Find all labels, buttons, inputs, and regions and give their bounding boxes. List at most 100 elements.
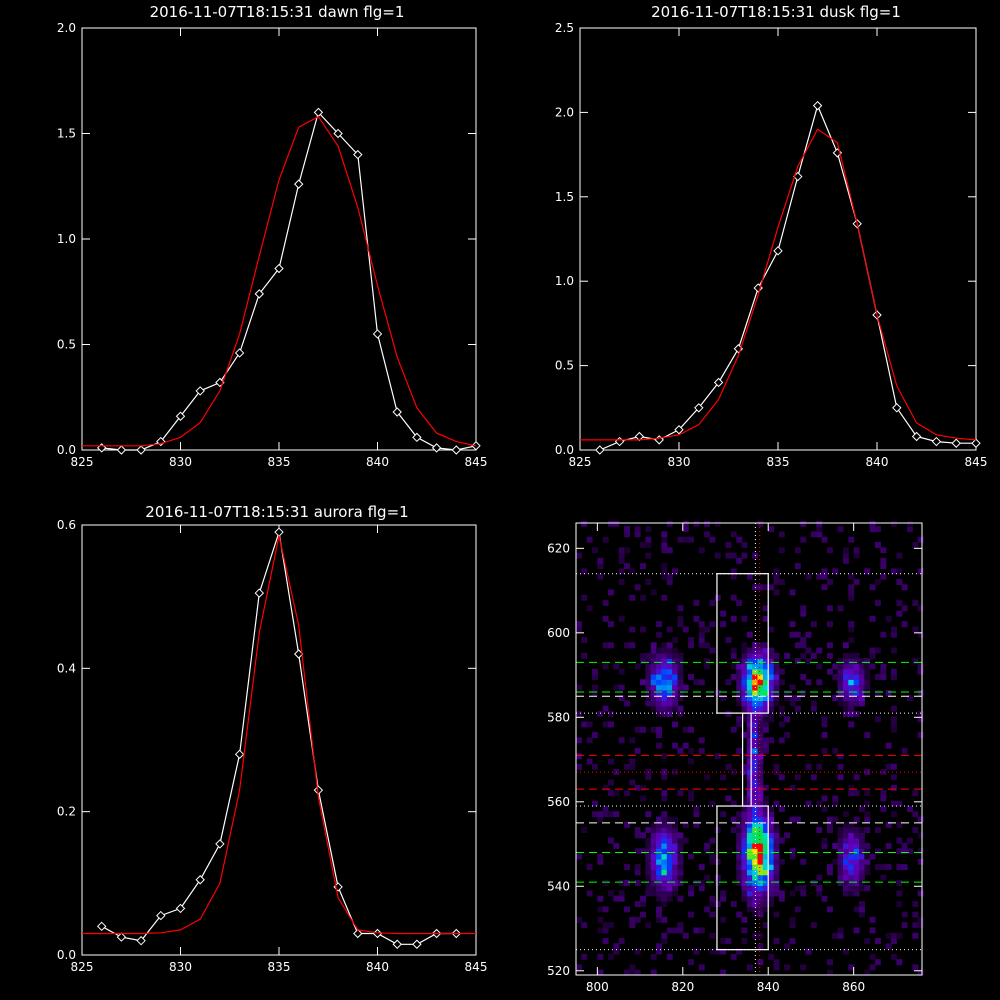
image-pixel: [843, 689, 849, 696]
image-pixel: [693, 880, 700, 886]
image-pixel: [821, 732, 828, 738]
image-pixel: [656, 885, 662, 892]
image-pixel: [891, 520, 897, 527]
image-pixel: [618, 890, 625, 897]
image-pixel: [757, 753, 764, 760]
image-pixel: [752, 758, 759, 765]
image-pixel: [746, 800, 753, 807]
image-pixel: [827, 547, 833, 554]
image-pixel: [880, 806, 887, 812]
image-pixel: [762, 906, 769, 913]
image-pixel: [864, 827, 871, 833]
image-pixel: [853, 890, 860, 897]
image-pixel: [859, 869, 865, 876]
image-pixel: [741, 827, 748, 833]
image-pixel: [741, 853, 748, 860]
image-pixel: [682, 932, 689, 939]
image-pixel: [757, 726, 764, 733]
image-pixel: [917, 890, 924, 897]
dusk-xtick-label: 845: [965, 455, 988, 469]
image-pixel: [853, 880, 860, 886]
image-pixel: [645, 552, 652, 559]
image-pixel: [800, 858, 807, 865]
image-pixel: [859, 695, 865, 701]
image-pixel: [800, 610, 807, 617]
image-pixel: [917, 969, 924, 976]
image-pixel: [656, 684, 662, 691]
image-pixel: [757, 901, 764, 907]
image-pixel: [794, 906, 801, 913]
image-pixel: [656, 837, 662, 844]
image-pixel: [762, 711, 769, 717]
image-pixel: [757, 763, 764, 770]
image-pixel: [730, 552, 737, 559]
image-pixel: [880, 668, 887, 675]
image-pixel: [618, 668, 625, 675]
aurora-data-point: [175, 903, 186, 914]
image-pixel: [859, 874, 865, 881]
image-pixel: [896, 568, 903, 575]
image-pixel: [875, 827, 881, 833]
image-pixel: [666, 885, 673, 892]
image-pixel: [656, 880, 662, 886]
image-ytick-label: 540: [547, 879, 570, 893]
image-pixel: [714, 858, 721, 865]
image-pixel: [853, 874, 860, 881]
image-pixel: [698, 642, 705, 649]
image-pixel: [656, 858, 662, 865]
image-pixel: [778, 890, 785, 897]
image-pixel: [704, 843, 710, 849]
image-pixel: [837, 843, 844, 849]
image-pixel: [736, 716, 743, 723]
image-pixel: [853, 674, 860, 680]
image-pixel: [848, 885, 855, 892]
image-pixel: [821, 747, 828, 754]
image-pixel: [752, 689, 759, 696]
image-pixel: [661, 858, 668, 865]
image-pixel: [650, 864, 657, 870]
image-pixel: [666, 674, 673, 680]
image-pixel: [650, 843, 657, 849]
image-pixel: [762, 853, 769, 860]
image-pixel: [805, 800, 812, 807]
image-pixel: [891, 953, 897, 960]
image-pixel: [736, 911, 743, 918]
image-pixel: [891, 668, 897, 675]
image-pixel: [746, 631, 753, 638]
image-pixel: [741, 816, 748, 823]
image-pixel: [597, 916, 604, 923]
image-pixel: [773, 890, 780, 897]
image-pixel: [725, 542, 732, 548]
image-pixel: [752, 711, 759, 717]
image-pixel: [762, 821, 769, 828]
image-pixel: [885, 689, 892, 696]
image-pixel: [629, 964, 636, 971]
image-pixel: [768, 674, 775, 680]
image-pixel: [661, 753, 668, 760]
aurora-ytick-label: 0.6: [57, 518, 76, 532]
image-pixel: [917, 536, 924, 543]
image-pixel: [901, 747, 908, 754]
aurora-axes-frame: [81, 524, 477, 956]
image-pixel: [714, 901, 721, 907]
image-pixel: [656, 663, 662, 670]
image-pixel: [891, 716, 897, 723]
image-pixel: [885, 742, 892, 749]
image-pixel: [912, 811, 919, 818]
image-pixel: [672, 689, 678, 696]
image-pixel: [853, 816, 860, 823]
image-pixel: [634, 531, 641, 538]
image-pixel: [891, 784, 897, 791]
image-pixel: [757, 848, 764, 855]
image-pixel: [576, 853, 582, 860]
image-pixel: [608, 953, 614, 960]
image-pixel: [843, 827, 849, 833]
image-pixel: [656, 916, 662, 923]
image-pixel: [736, 679, 743, 686]
image-pixel: [859, 689, 865, 696]
image-pixel: [853, 668, 860, 675]
image-pixel: [816, 647, 823, 654]
image-pixel: [730, 816, 737, 823]
image-pixel: [661, 652, 668, 659]
aurora-data-point: [412, 939, 422, 949]
